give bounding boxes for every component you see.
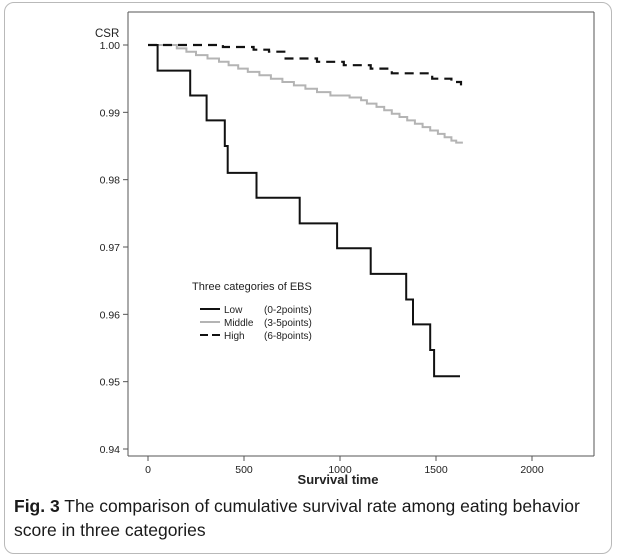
x-tick-label: 500 [235, 464, 253, 476]
x-tick-label: 1000 [328, 464, 352, 476]
survival-chart: CSR Survival time 0.940.950.960.970.980.… [95, 11, 595, 487]
series-line-low [148, 44, 460, 378]
legend-detail: (6-8points) [264, 331, 312, 342]
legend: Three categories of EBS Low (0-2points) Mi… [192, 281, 312, 342]
x-axis-label: Survival time [298, 472, 379, 487]
tick-layer: 0.94 0.95 0.96 0.97 0.98 0.99 1.00 0 500 1000 1500… [100, 40, 544, 476]
y-tick-label: 0.97 [100, 242, 121, 254]
y-tick-label: 0.99 [100, 107, 121, 119]
x-tick-label: 2000 [520, 464, 544, 476]
series-line-middle [148, 44, 463, 144]
y-tick-label: 0.95 [100, 377, 121, 389]
series-line-high [148, 43, 463, 86]
legend-title: Three categories of EBS [192, 281, 312, 293]
legend-detail: (3-5points) [264, 318, 312, 329]
x-tick-label: 1500 [424, 464, 448, 476]
caption-text: The comparison of cumulative survival ra… [14, 496, 580, 540]
plot-area [128, 12, 594, 456]
y-tick-label: 1.00 [100, 40, 121, 52]
y-tick-label: 0.96 [100, 309, 121, 321]
legend-entries: Low (0-2points) Middle (3-5points) High (6-8p… [200, 305, 312, 342]
y-tick-label: 0.94 [100, 444, 121, 456]
legend-label: Middle [224, 318, 254, 329]
y-tick-label: 0.98 [100, 175, 121, 187]
caption-label: Fig. 3 [14, 496, 60, 516]
legend-label: Low [224, 305, 243, 316]
legend-detail: (0-2points) [264, 305, 312, 316]
series-layer [148, 43, 463, 378]
x-tick-label: 0 [145, 464, 151, 476]
figure-caption: Fig. 3 The comparison of cumulative surv… [14, 494, 604, 542]
y-axis-label: CSR [95, 28, 119, 40]
legend-label: High [224, 331, 245, 342]
